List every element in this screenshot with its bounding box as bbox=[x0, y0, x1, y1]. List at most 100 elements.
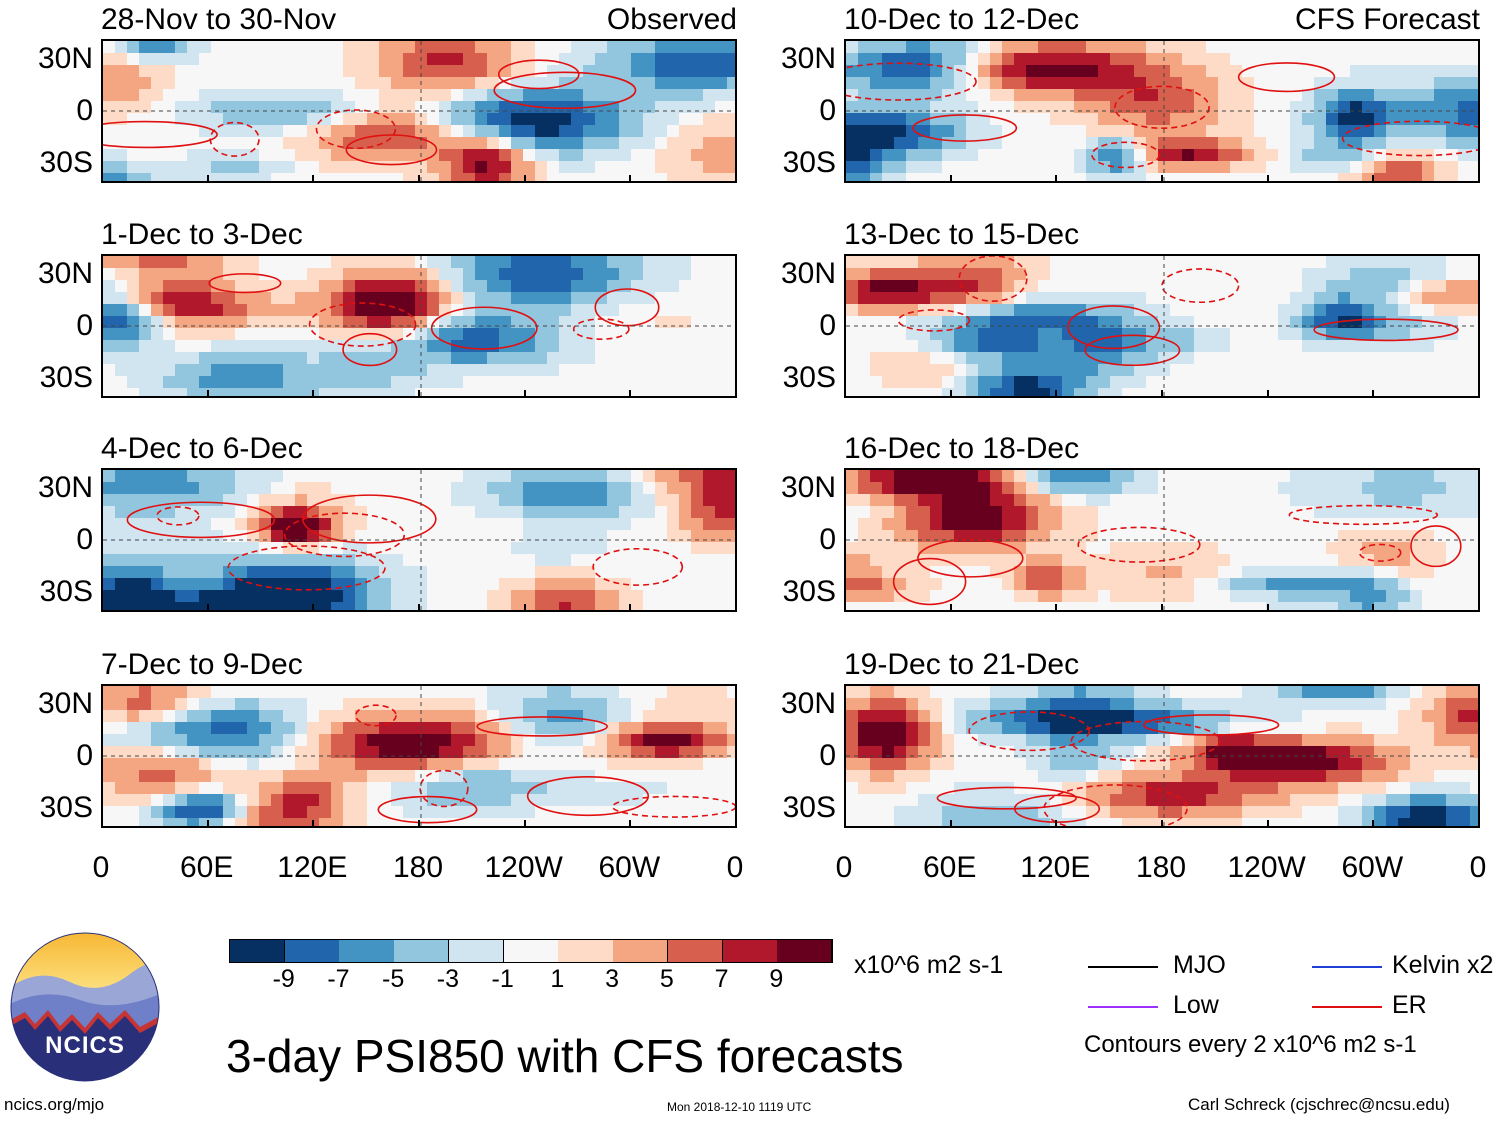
field-cell bbox=[439, 698, 452, 711]
field-cell bbox=[319, 268, 332, 281]
field-cell bbox=[655, 686, 668, 699]
field-cell bbox=[846, 304, 859, 317]
field-cell bbox=[1038, 125, 1051, 138]
field-cell bbox=[1374, 137, 1387, 150]
field-cell bbox=[882, 161, 895, 174]
field-cell bbox=[1350, 758, 1363, 771]
field-cell bbox=[403, 280, 416, 293]
panel-title: 7-Dec to 9-Dec bbox=[101, 648, 303, 681]
field-cell bbox=[1158, 304, 1171, 317]
field-cell bbox=[343, 602, 356, 610]
field-cell bbox=[1110, 566, 1123, 579]
field-cell bbox=[151, 113, 164, 126]
field-cell bbox=[127, 101, 140, 114]
field-cell bbox=[1182, 328, 1195, 341]
field-cell bbox=[691, 698, 704, 711]
field-cell bbox=[379, 542, 392, 555]
field-cell bbox=[1410, 376, 1423, 389]
field-cell bbox=[559, 542, 572, 555]
field-cell bbox=[499, 578, 512, 591]
field-cell bbox=[1374, 65, 1387, 78]
field-cell bbox=[199, 376, 212, 389]
field-cell bbox=[271, 41, 284, 54]
field-cell bbox=[151, 554, 164, 567]
field-cell bbox=[1410, 710, 1423, 723]
field-cell bbox=[1398, 482, 1411, 495]
field-cell bbox=[283, 316, 296, 329]
field-cell bbox=[1458, 376, 1471, 389]
field-cell bbox=[1326, 602, 1339, 610]
field-cell bbox=[1074, 722, 1087, 735]
field-cell bbox=[439, 518, 452, 531]
field-cell bbox=[727, 161, 735, 174]
field-cell bbox=[655, 388, 668, 396]
field-cell bbox=[607, 602, 620, 610]
field-cell bbox=[942, 149, 955, 162]
field-cell bbox=[1374, 328, 1387, 341]
field-cell bbox=[187, 89, 200, 102]
field-cell bbox=[583, 316, 596, 329]
field-cell bbox=[631, 530, 644, 543]
field-cell bbox=[151, 494, 164, 507]
field-cell bbox=[679, 268, 692, 281]
field-cell bbox=[307, 340, 320, 353]
field-cell bbox=[691, 722, 704, 735]
field-cell bbox=[1410, 316, 1423, 329]
field-cell bbox=[463, 149, 476, 162]
field-cell bbox=[295, 352, 308, 365]
field-cell bbox=[870, 590, 883, 603]
field-cell bbox=[1182, 125, 1195, 138]
field-cell bbox=[882, 710, 895, 723]
field-cell bbox=[379, 53, 392, 66]
field-cell bbox=[463, 506, 476, 519]
field-cell bbox=[1074, 698, 1087, 711]
field-cell bbox=[103, 173, 116, 181]
field-cell bbox=[1242, 280, 1255, 293]
field-cell bbox=[978, 494, 991, 507]
field-cell bbox=[1338, 482, 1351, 495]
field-cell bbox=[1326, 494, 1339, 507]
field-cell bbox=[1290, 101, 1303, 114]
field-cell bbox=[523, 89, 536, 102]
field-cell bbox=[966, 686, 979, 699]
field-cell bbox=[703, 352, 716, 365]
field-cell bbox=[175, 41, 188, 54]
field-cell bbox=[211, 746, 224, 759]
field-cell bbox=[846, 746, 859, 759]
field-cell bbox=[954, 388, 967, 396]
field-cell bbox=[1314, 340, 1327, 353]
field-cell bbox=[295, 77, 308, 90]
field-cell bbox=[918, 304, 931, 317]
field-cell bbox=[1278, 734, 1291, 747]
field-cell bbox=[235, 734, 248, 747]
field-cell bbox=[463, 590, 476, 603]
field-cell bbox=[139, 41, 152, 54]
field-cell bbox=[331, 710, 344, 723]
field-cell bbox=[1146, 340, 1159, 353]
field-cell bbox=[1182, 698, 1195, 711]
field-cell bbox=[1278, 328, 1291, 341]
field-cell bbox=[858, 65, 871, 78]
field-cell bbox=[942, 256, 955, 269]
field-cell bbox=[487, 566, 500, 579]
field-cell bbox=[858, 113, 871, 126]
field-cell bbox=[954, 316, 967, 329]
field-cell bbox=[894, 41, 907, 54]
field-cell bbox=[1446, 316, 1459, 329]
field-cell bbox=[1422, 698, 1435, 711]
field-cell bbox=[1362, 292, 1375, 305]
field-cell bbox=[655, 101, 668, 114]
field-cell bbox=[1290, 518, 1303, 531]
field-cell bbox=[487, 554, 500, 567]
field-cell bbox=[978, 364, 991, 377]
field-cell bbox=[1350, 566, 1363, 579]
field-cell bbox=[990, 352, 1003, 365]
field-cell bbox=[139, 554, 152, 567]
field-cell bbox=[403, 746, 416, 759]
field-cell bbox=[1074, 506, 1087, 519]
field-cell bbox=[1458, 686, 1471, 699]
field-cell bbox=[1086, 101, 1099, 114]
field-cell bbox=[1446, 364, 1459, 377]
field-cell bbox=[523, 340, 536, 353]
field-cell bbox=[870, 316, 883, 329]
